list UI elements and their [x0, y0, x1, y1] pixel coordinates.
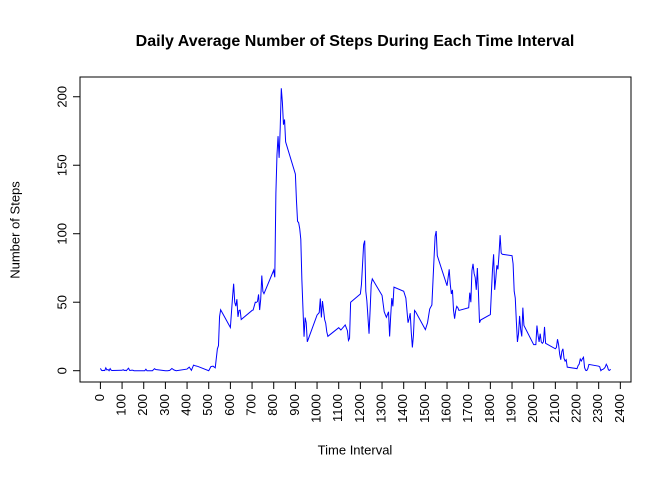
y-tick-label: 200: [54, 86, 69, 108]
x-tick-label: 1100: [330, 394, 345, 422]
x-tick-label: 1900: [503, 394, 518, 423]
x-tick-label: 200: [135, 394, 150, 416]
y-axis-title: Number of Steps: [7, 181, 22, 279]
x-tick-label: 1600: [438, 394, 453, 423]
x-tick-label: 1200: [352, 394, 367, 423]
x-tick-label: 1800: [482, 394, 497, 423]
x-tick-label: 1700: [460, 394, 475, 423]
x-tick-label: 2000: [525, 394, 540, 423]
x-tick-label: 1000: [308, 394, 323, 423]
x-tick-label: 600: [222, 394, 237, 416]
x-tick-label: 1500: [417, 394, 432, 423]
x-tick-label: 2200: [568, 394, 583, 423]
x-tick-label: 1300: [373, 394, 388, 423]
x-tick-label: 1400: [395, 394, 410, 423]
x-tick-label: 700: [243, 394, 258, 416]
x-tick-label: 400: [179, 394, 194, 416]
x-tick-label: 800: [265, 394, 280, 416]
x-tick-label: 500: [200, 394, 215, 416]
x-tick-label: 300: [157, 394, 172, 416]
y-tick-label: 50: [54, 295, 69, 309]
x-tick-label: 2100: [547, 394, 562, 423]
plot-box: [79, 76, 632, 383]
x-tick-label: 100: [114, 394, 129, 416]
y-tick-label: 100: [54, 223, 69, 245]
x-tick-label: 2300: [590, 394, 605, 423]
x-axis-title: Time Interval: [318, 442, 393, 457]
x-tick-label: 2400: [612, 394, 627, 423]
chart-title: Daily Average Number of Steps During Eac…: [136, 33, 575, 50]
y-tick-label: 0: [54, 367, 69, 374]
x-tick-label: 900: [287, 394, 302, 416]
data-line: [99, 88, 611, 372]
y-tick-label: 150: [54, 154, 69, 176]
x-tick-label: 0: [92, 394, 107, 401]
